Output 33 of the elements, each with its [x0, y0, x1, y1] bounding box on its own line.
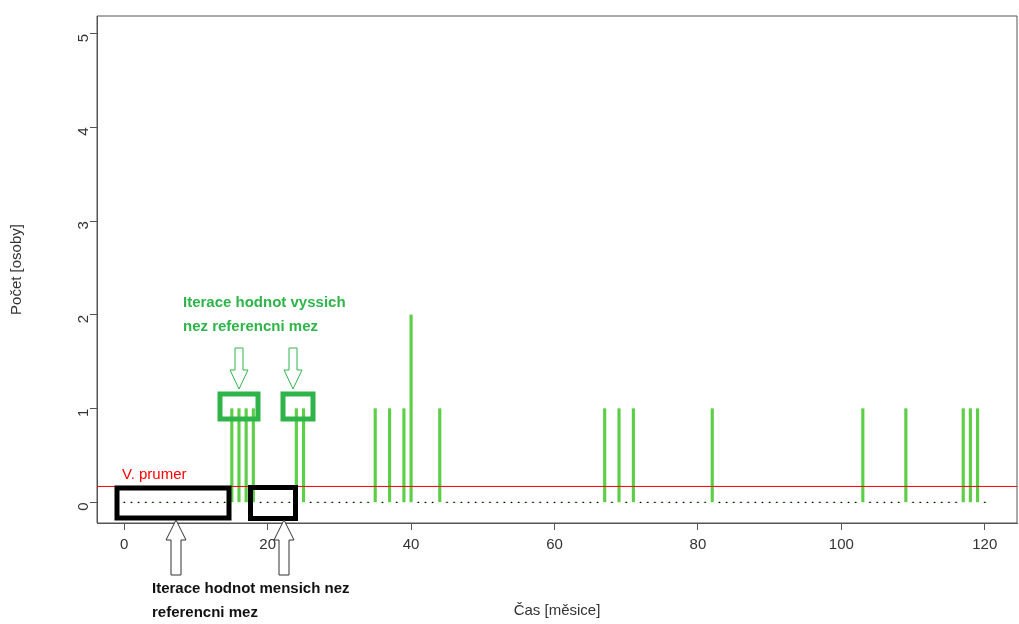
bar [409, 314, 413, 503]
bar [373, 408, 377, 503]
bar [975, 408, 980, 503]
bar [631, 408, 635, 503]
bar [861, 408, 865, 503]
bar [617, 408, 621, 503]
x-tick-label: 20 [259, 535, 277, 553]
x-tick-label: 0 [120, 535, 129, 553]
x-tick-label: 100 [828, 535, 854, 553]
y-tick-label: 2 [74, 314, 92, 324]
ref-line-label: V. prumer [122, 465, 187, 483]
bar [237, 408, 241, 503]
bar [438, 408, 442, 503]
bar [603, 408, 607, 503]
annotation: Iterace hodnot vyssich nez referencni mez [183, 292, 347, 336]
x-axis-title: Čas [měsice] [513, 601, 601, 619]
bar [402, 408, 406, 503]
x-tick-label: 120 [972, 535, 998, 553]
text: Iterace hodnot mensich nez referencni mez [152, 578, 351, 622]
y-tick-label: 0 [74, 502, 92, 511]
y-axis-title: Počet [osoby] [7, 224, 25, 315]
x-tick-label: 60 [546, 535, 563, 553]
y-tick-label: 1 [74, 408, 92, 418]
bar [710, 408, 714, 503]
bar [968, 408, 972, 503]
bar [387, 408, 392, 503]
y-tick-label: 5 [74, 33, 92, 43]
x-tick-label: 40 [402, 535, 420, 553]
x-tick-label: 80 [689, 535, 707, 553]
bar [904, 408, 908, 503]
y-tick-label: 3 [74, 221, 92, 230]
y-tick-label: 4 [74, 127, 92, 136]
bar [961, 408, 965, 503]
